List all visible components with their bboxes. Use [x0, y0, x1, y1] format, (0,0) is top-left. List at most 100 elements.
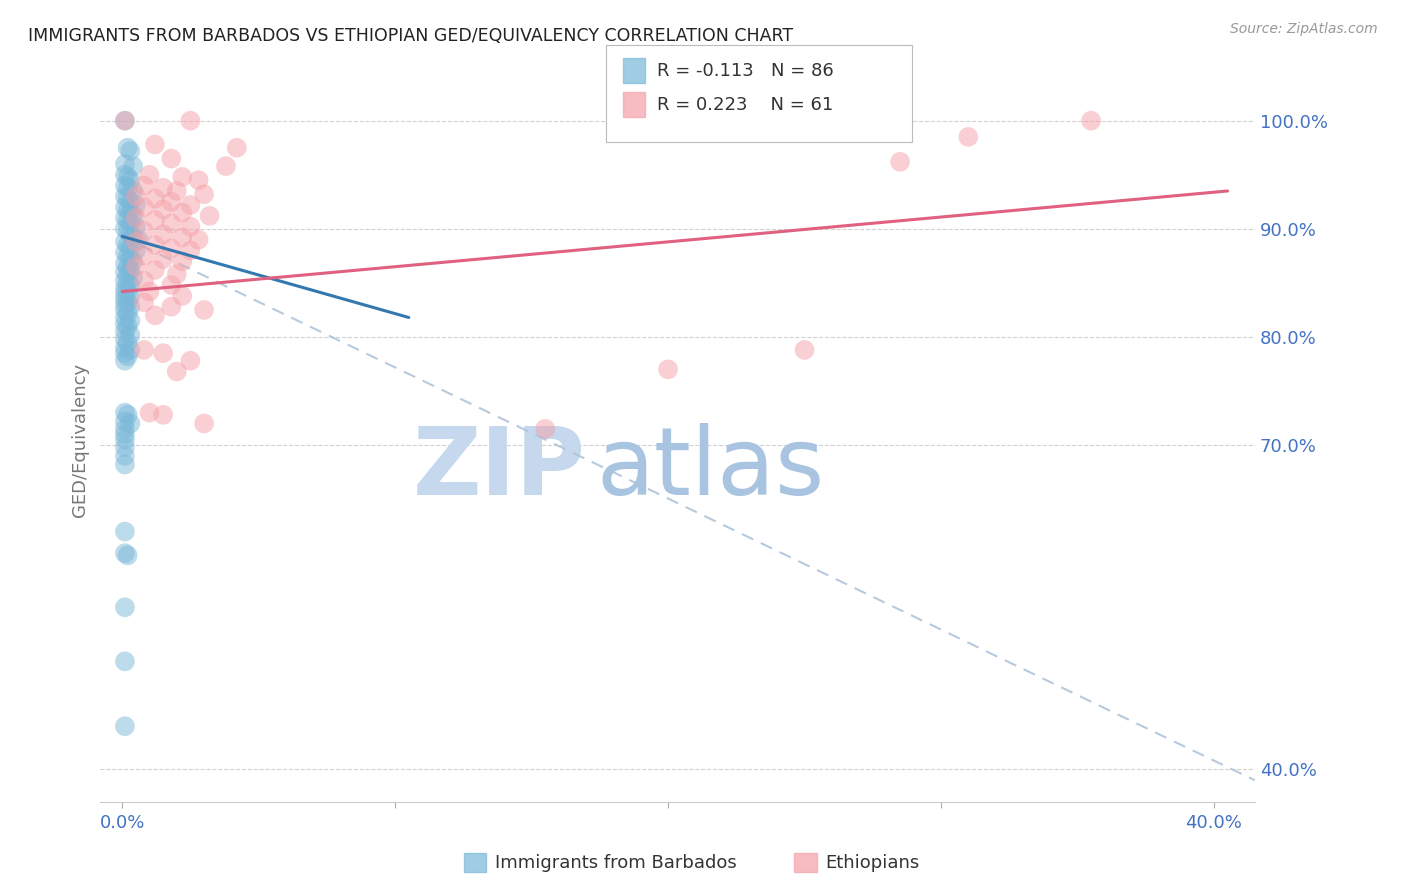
Point	[120, 144, 142, 158]
Point	[132, 200, 155, 214]
Point	[166, 184, 188, 198]
Point	[117, 141, 139, 155]
Point	[160, 278, 183, 293]
Point	[793, 343, 815, 357]
Text: Immigrants from Barbados: Immigrants from Barbados	[495, 854, 737, 871]
Point	[117, 260, 139, 274]
Point	[114, 546, 136, 560]
Point	[193, 417, 215, 431]
Point	[132, 249, 155, 263]
Point	[132, 295, 155, 310]
Text: Source: ZipAtlas.com: Source: ZipAtlas.com	[1230, 22, 1378, 37]
Point	[160, 300, 183, 314]
Point	[117, 267, 139, 281]
Text: Ethiopians: Ethiopians	[825, 854, 920, 871]
Point	[143, 192, 166, 206]
Point	[179, 353, 201, 368]
Point	[114, 449, 136, 463]
Point	[117, 180, 139, 194]
Point	[120, 278, 142, 293]
Point	[114, 286, 136, 301]
Point	[120, 314, 142, 328]
Point	[114, 719, 136, 733]
Point	[114, 222, 136, 236]
Point	[114, 297, 136, 311]
Point	[179, 244, 201, 258]
Point	[125, 198, 148, 212]
Text: ZIP: ZIP	[412, 423, 585, 515]
Point	[120, 216, 142, 230]
Point	[114, 422, 136, 436]
Point	[114, 274, 136, 288]
Point	[889, 154, 911, 169]
Point	[114, 654, 136, 668]
Point	[138, 285, 160, 299]
Point	[193, 187, 215, 202]
Point	[172, 254, 194, 268]
Point	[122, 209, 145, 223]
Point	[160, 216, 183, 230]
Point	[114, 600, 136, 615]
Point	[179, 113, 201, 128]
Point	[114, 281, 136, 295]
Point	[117, 169, 139, 184]
Point	[120, 417, 142, 431]
Point	[120, 327, 142, 342]
Point	[117, 319, 139, 334]
Text: R = 0.223    N = 61: R = 0.223 N = 61	[657, 96, 832, 114]
Point	[114, 458, 136, 472]
Point	[120, 205, 142, 219]
Point	[125, 260, 148, 274]
Point	[179, 219, 201, 234]
Point	[114, 310, 136, 325]
Point	[122, 230, 145, 244]
Point	[160, 241, 183, 255]
Point	[114, 235, 136, 249]
Point	[117, 213, 139, 227]
Point	[114, 265, 136, 279]
Point	[114, 189, 136, 203]
Point	[114, 317, 136, 331]
Text: R = -0.113   N = 86: R = -0.113 N = 86	[657, 62, 834, 80]
Point	[117, 285, 139, 299]
Point	[166, 365, 188, 379]
Point	[172, 289, 194, 303]
Y-axis label: GED/Equivalency: GED/Equivalency	[72, 363, 89, 516]
Point	[143, 213, 166, 227]
Point	[172, 169, 194, 184]
Point	[120, 194, 142, 209]
Point	[160, 152, 183, 166]
Point	[114, 157, 136, 171]
Point	[1080, 113, 1102, 128]
Point	[114, 292, 136, 306]
Point	[117, 549, 139, 563]
Point	[172, 205, 194, 219]
Point	[114, 346, 136, 360]
Point	[114, 353, 136, 368]
Point	[120, 343, 142, 357]
Point	[122, 159, 145, 173]
Point	[125, 244, 148, 258]
Point	[114, 302, 136, 317]
Point	[114, 113, 136, 128]
Point	[117, 276, 139, 290]
Point	[122, 184, 145, 198]
Point	[143, 137, 166, 152]
Point	[122, 270, 145, 285]
Point	[120, 289, 142, 303]
Point	[114, 440, 136, 454]
Point	[117, 249, 139, 263]
Point	[132, 343, 155, 357]
Point	[125, 235, 148, 249]
Point	[957, 129, 980, 144]
Point	[122, 254, 145, 268]
Point	[114, 256, 136, 270]
Point	[166, 267, 188, 281]
Point	[114, 414, 136, 428]
Point	[152, 202, 174, 217]
Point	[114, 200, 136, 214]
Point	[138, 406, 160, 420]
Point	[152, 408, 174, 422]
Point	[114, 325, 136, 339]
Point	[114, 178, 136, 193]
